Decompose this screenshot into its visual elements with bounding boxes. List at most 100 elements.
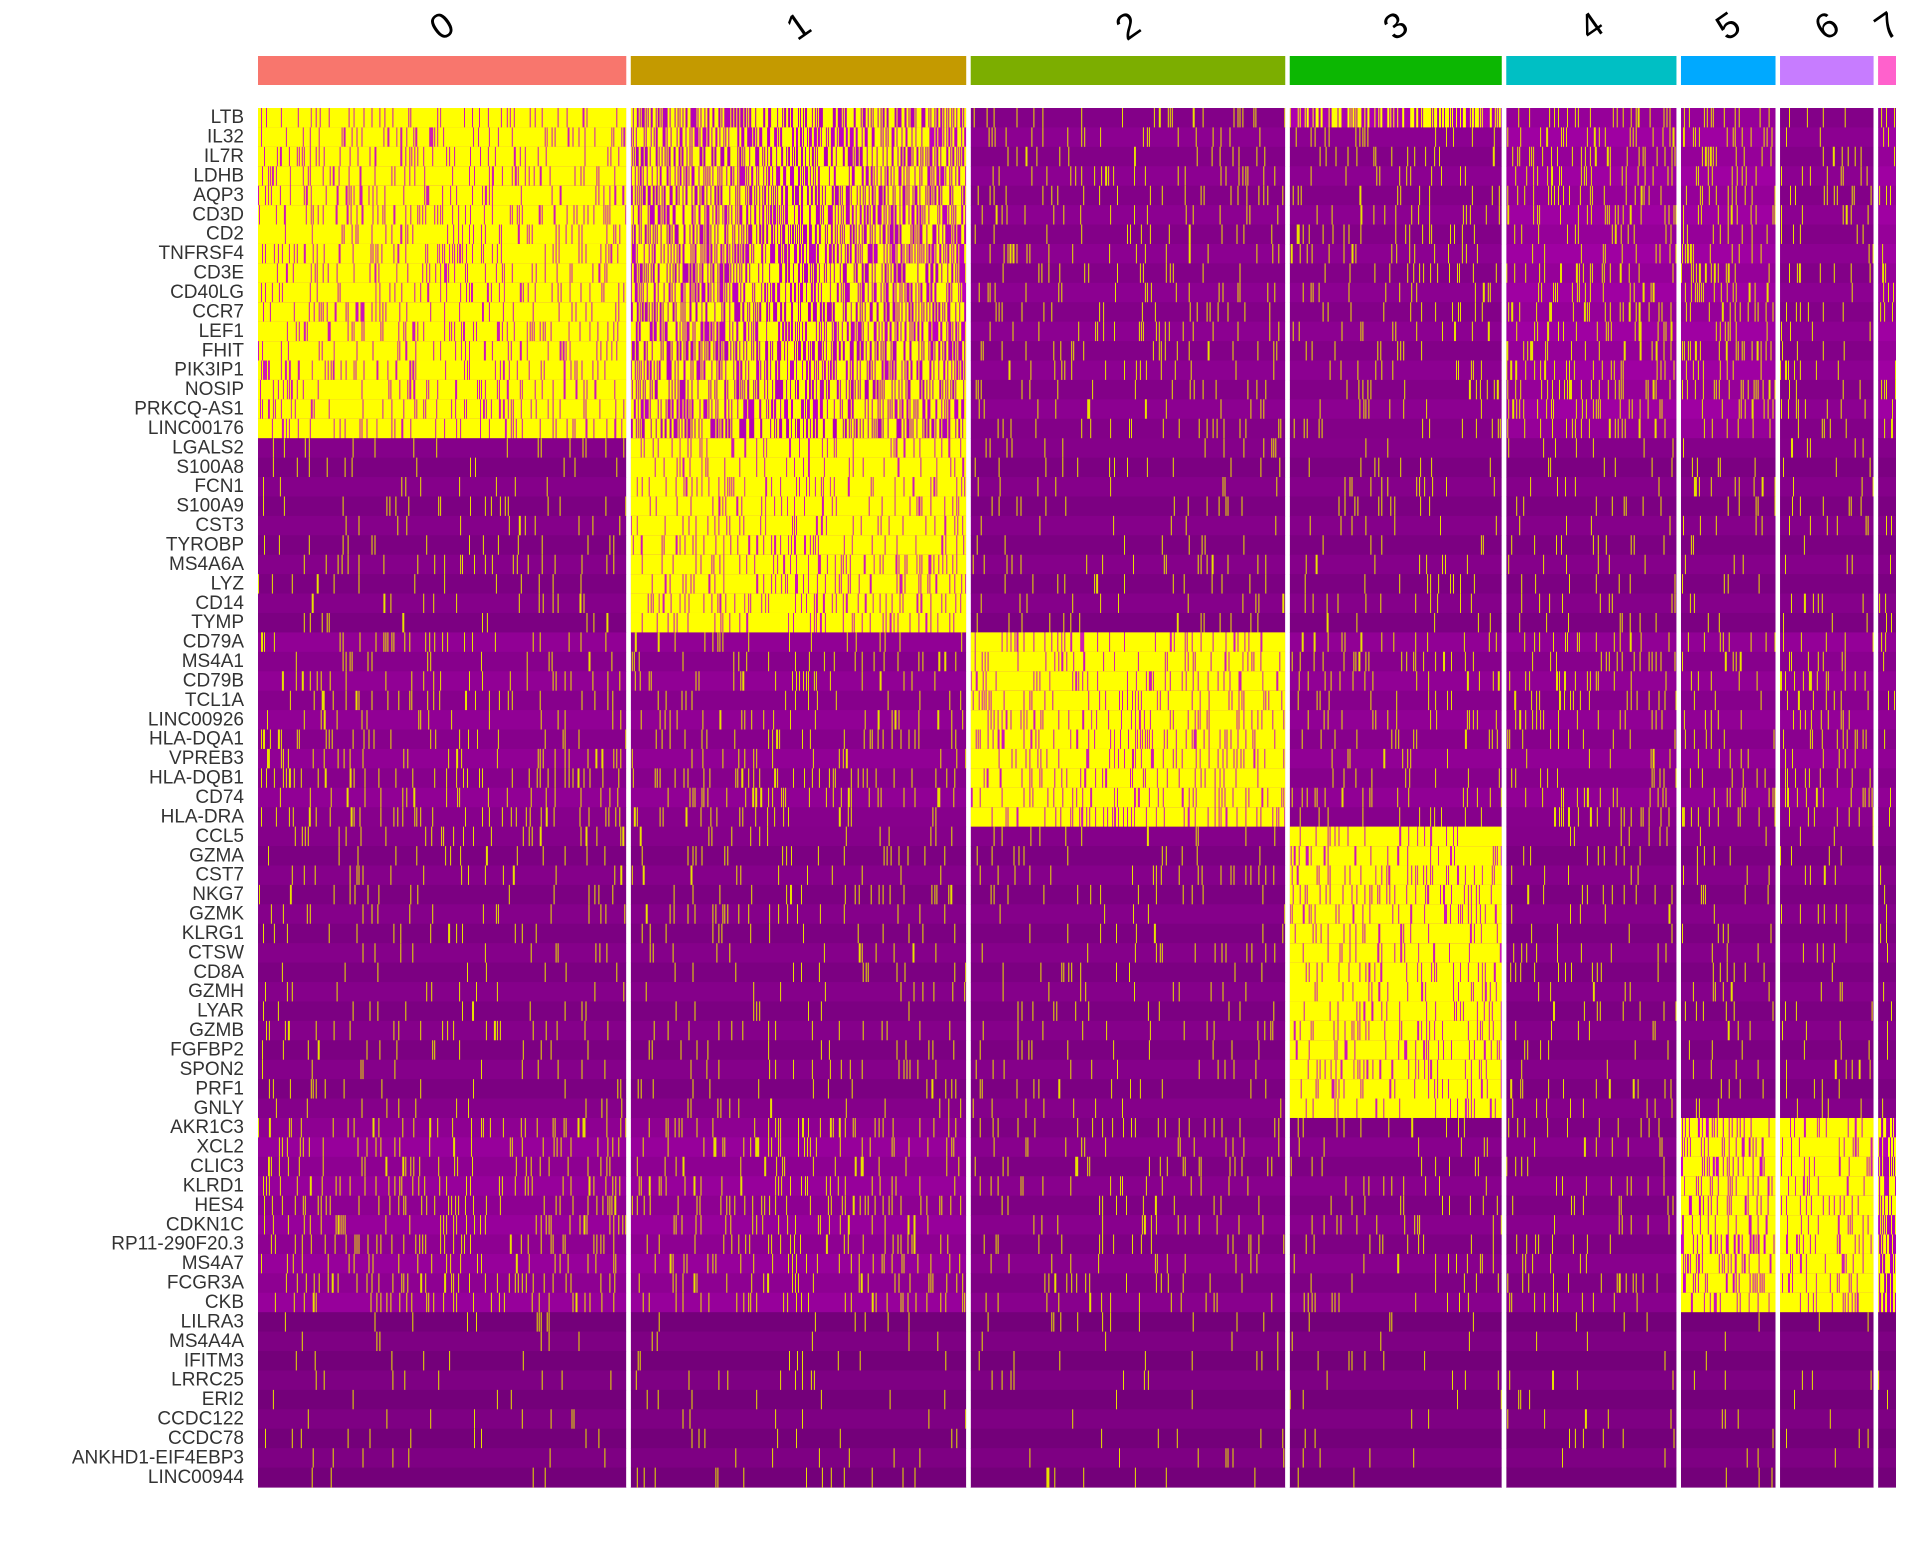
heatmap-streaks-MS4A6A-1 <box>630 554 967 575</box>
heatmap-cell-RP11-290F20.3-0 <box>258 1234 627 1255</box>
gene-label: FCGR3A <box>167 1273 244 1294</box>
heatmap-cell-CLIC3-0 <box>258 1156 627 1177</box>
heatmap-cell-GZMA-5 <box>1680 846 1776 867</box>
heatmap-streaks-HES4-7 <box>1878 1195 1896 1216</box>
heatmap-cell-CCDC122-4 <box>1506 1409 1677 1430</box>
heatmap-streaks-FHIT-0 <box>259 341 627 362</box>
heatmap-cell-LGALS2-0 <box>258 438 627 459</box>
heatmap-streaks-CST7-7 <box>1880 865 1882 886</box>
heatmap-cell-CST3-2 <box>970 515 1286 536</box>
heatmap-cell-CCR7-1 <box>630 302 967 323</box>
heatmap-streaks-MS4A1-7 <box>1883 651 1885 672</box>
heatmap-streaks-IL32-4 <box>1507 127 1675 148</box>
heatmap-streaks-PIK3IP1-2 <box>1008 360 1275 381</box>
heatmap-cell-CD8A-5 <box>1680 962 1776 983</box>
cluster-label-1: 1 <box>778 3 818 48</box>
heatmap-streaks-GZMB-3 <box>1289 1020 1501 1041</box>
heatmap-cell-FCGR3A-2 <box>970 1273 1286 1294</box>
heatmap-streaks-CD74-2 <box>972 787 1286 808</box>
heatmap-cell-XCL2-7 <box>1878 1137 1896 1158</box>
heatmap-streaks-LGALS2-1 <box>630 438 967 459</box>
heatmap-cell-CTSW-2 <box>970 943 1286 964</box>
heatmap-cell-PRF1-6 <box>1780 1079 1874 1100</box>
heatmap-streaks-KLRD1-1 <box>638 1176 956 1197</box>
heatmap-cell-IL32-4 <box>1506 127 1677 148</box>
heatmap-cell-ERI2-6 <box>1780 1389 1874 1410</box>
heatmap-streaks-CCDC78-0 <box>265 1428 600 1449</box>
heatmap-cell-FGFBP2-5 <box>1680 1040 1776 1061</box>
gene-label: LILRA3 <box>181 1311 244 1332</box>
heatmap-streaks-SPON2-3 <box>1289 1059 1501 1080</box>
heatmap-cell-FHIT-6 <box>1780 341 1874 362</box>
heatmap-cell-SPON2-6 <box>1780 1059 1874 1080</box>
gene-label: ERI2 <box>202 1389 244 1410</box>
gene-label: CCDC78 <box>168 1428 244 1449</box>
gene-label: LINC00944 <box>148 1467 245 1488</box>
heatmap-streaks-CST3-2 <box>980 515 1277 536</box>
gene-label: LDHB <box>193 165 244 186</box>
heatmap-streaks-CST7-3 <box>1289 865 1502 886</box>
heatmap-cell-CD3E-2 <box>970 263 1286 284</box>
heatmap-cell-HLA-DQA1-7 <box>1878 729 1896 750</box>
heatmap-cell-NKG7-2 <box>970 884 1286 905</box>
heatmap-streaks-LEF1-3 <box>1292 321 1490 342</box>
heatmap-cell-LILRA3-6 <box>1780 1312 1874 1333</box>
heatmap-cell-HLA-DQB1-4 <box>1506 768 1677 789</box>
heatmap-streaks-GNLY-0 <box>275 1098 623 1119</box>
heatmap-cell-CCR7-5 <box>1680 302 1776 323</box>
heatmap-streaks-CCL5-3 <box>1289 826 1502 847</box>
heatmap-cell-GZMH-0 <box>258 982 627 1003</box>
heatmap-streaks-LYAR-7 <box>1891 1001 1892 1022</box>
heatmap-cell-TYMP-4 <box>1506 612 1677 634</box>
heatmap-cell-CD79B-3 <box>1289 671 1502 692</box>
heatmap-cell-LTB-7 <box>1878 108 1896 129</box>
gene-label: AQP3 <box>193 185 244 206</box>
heatmap-streaks-TYROBP-1 <box>630 535 967 556</box>
heatmap-streaks-NOSIP-0 <box>258 379 627 400</box>
heatmap-cell-CD79A-3 <box>1289 632 1502 653</box>
heatmap-cell-MS4A1-6 <box>1780 651 1874 672</box>
heatmap-cell-MS4A4A-4 <box>1506 1331 1677 1352</box>
heatmap-streaks-CD14-7 <box>1879 593 1887 614</box>
heatmap-streaks-VPREB3-2 <box>970 748 1286 769</box>
heatmap-streaks-GZMA-3 <box>1289 846 1501 867</box>
heatmap-cell-CD79A-1 <box>630 632 967 653</box>
gene-label: CLIC3 <box>190 1156 244 1177</box>
gene-label: CCDC122 <box>157 1409 244 1430</box>
heatmap-streaks-TCL1A-2 <box>970 690 1286 711</box>
heatmap-cell-LINC00944-1 <box>630 1467 967 1488</box>
heatmap-cell-TYROBP-6 <box>1780 535 1874 556</box>
heatmap-cell-CDKN1C-3 <box>1289 1215 1502 1236</box>
heatmap-cell-MS4A6A-0 <box>258 554 627 575</box>
heatmap-cell-IL7R-2 <box>970 146 1286 167</box>
heatmap-cell-S100A8-5 <box>1680 457 1776 478</box>
heatmap-cell-CCDC78-6 <box>1780 1428 1874 1449</box>
heatmap-cell-LEF1-2 <box>970 321 1286 342</box>
heatmap-streaks-PRKCQ-AS1-4 <box>1508 399 1663 420</box>
heatmap-cell-CD74-0 <box>258 787 627 808</box>
heatmap-cell-LDHB-5 <box>1680 166 1776 187</box>
heatmap-cell-LINC00944-0 <box>258 1467 627 1488</box>
heatmap-cell-MS4A4A-3 <box>1289 1331 1502 1352</box>
heatmap-cell-LGALS2-5 <box>1680 438 1776 459</box>
heatmap-cell-CCDC122-0 <box>258 1409 627 1430</box>
heatmap-cell-GZMH-1 <box>630 982 967 1003</box>
heatmap-cell-NKG7-1 <box>630 884 967 905</box>
heatmap-streaks-CD3E-0 <box>258 263 627 284</box>
heatmap-streaks-CD14-3 <box>1304 593 1472 614</box>
heatmap-cell-PRKCQ-AS1-5 <box>1680 399 1776 420</box>
heatmap-streaks-LEF1-4 <box>1516 321 1673 342</box>
gene-label: AKR1C3 <box>170 1117 244 1138</box>
heatmap-cell-CCDC78-1 <box>630 1428 967 1449</box>
heatmap-cell-GNLY-5 <box>1680 1098 1776 1119</box>
heatmap-streaks-HLA-DQA1-2 <box>970 729 1286 750</box>
heatmap-streaks-TNFRSF4-5 <box>1682 244 1762 264</box>
cluster-separators <box>626 108 1879 1487</box>
heatmap-cell-TYROBP-7 <box>1878 535 1896 556</box>
heatmap-streaks-PIK3IP1-7 <box>1895 360 1896 381</box>
heatmap-cell-PIK3IP1-3 <box>1289 360 1502 381</box>
heatmap-streaks-GZMH-6 <box>1820 982 1843 1002</box>
heatmap-streaks-S100A9-1 <box>630 496 967 517</box>
heatmap-streaks-FHIT-4 <box>1506 341 1672 362</box>
heatmap-cell-MS4A6A-6 <box>1780 554 1874 575</box>
